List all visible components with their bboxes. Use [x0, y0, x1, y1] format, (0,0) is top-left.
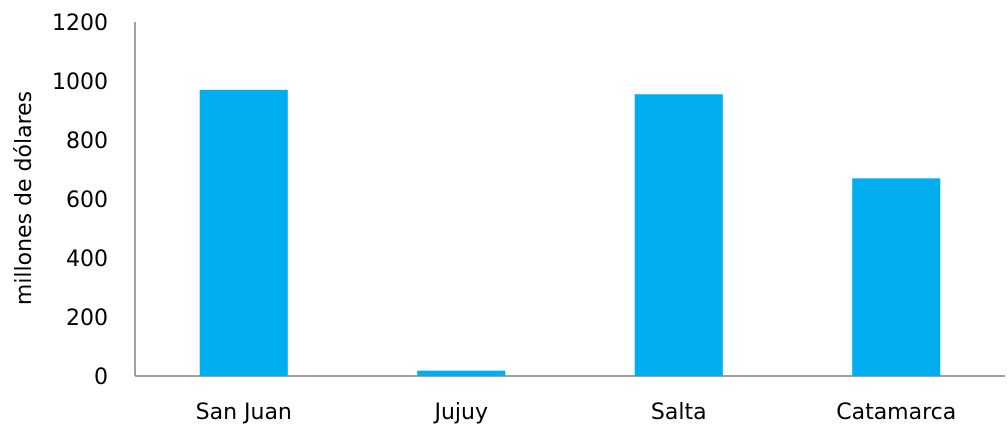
y-tick-label: 1200 — [52, 11, 108, 36]
y-axis-ticks: 0 200 400 600 800 1000 1200 — [52, 11, 108, 390]
y-axis-label: millones de dólares — [12, 91, 37, 305]
y-tick-label: 0 — [94, 365, 108, 390]
bar-catamarca — [852, 178, 941, 376]
y-tick-label: 600 — [66, 188, 108, 213]
bar-jujuy — [417, 370, 506, 376]
y-tick-label: 200 — [66, 306, 108, 331]
x-tick-label: Salta — [651, 400, 707, 425]
x-tick-label: Catamarca — [836, 400, 956, 425]
x-axis-labels: San Juan Jujuy Salta Catamarca — [196, 400, 957, 425]
x-tick-label: San Juan — [196, 400, 292, 425]
y-tick-label: 400 — [66, 247, 108, 272]
y-tick-label: 1000 — [52, 70, 108, 95]
bar-san-juan — [199, 89, 288, 376]
bar-salta — [634, 94, 723, 377]
y-tick-label: 800 — [66, 129, 108, 154]
bars-group — [199, 89, 941, 377]
x-tick-label: Jujuy — [432, 400, 488, 425]
